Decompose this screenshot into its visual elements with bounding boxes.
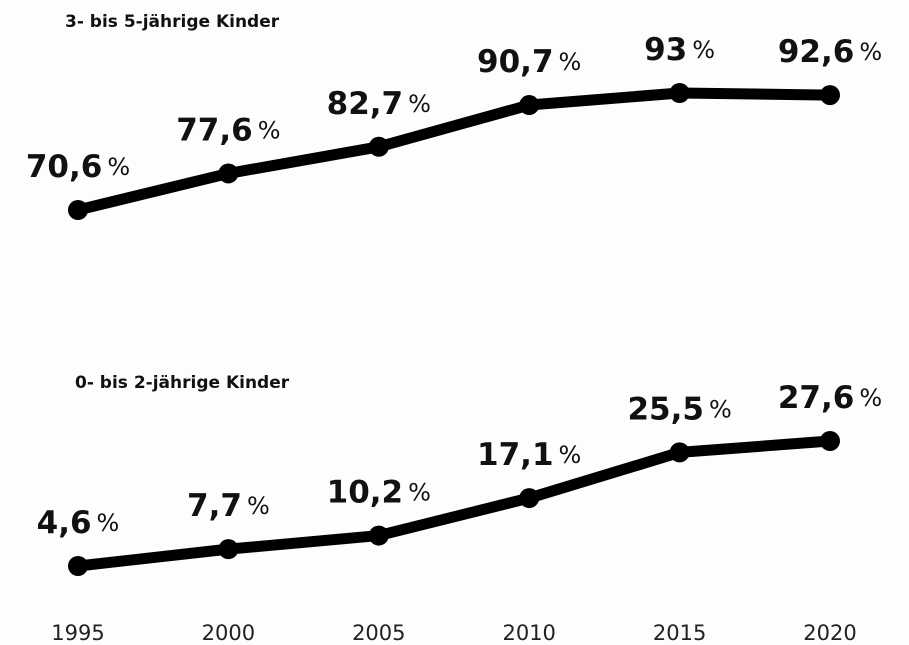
- data-label: 17,1%: [477, 437, 581, 473]
- data-label: 77,6%: [176, 112, 280, 148]
- data-label: 70,6%: [26, 149, 130, 185]
- data-label-value: 17,1: [477, 437, 554, 473]
- data-label-unit: %: [559, 441, 582, 469]
- data-label-value: 82,7: [327, 85, 404, 121]
- point: [519, 488, 539, 508]
- point: [68, 556, 88, 576]
- point: [218, 163, 238, 183]
- data-label-unit: %: [692, 36, 715, 64]
- x-tick-label: 1995: [51, 621, 104, 645]
- x-tick-label: 2000: [202, 621, 255, 645]
- data-label: 93%: [644, 32, 715, 68]
- data-label-value: 7,7: [187, 488, 242, 524]
- data-label-value: 27,6: [778, 380, 855, 416]
- data-label-value: 77,6: [176, 112, 253, 148]
- data-label-value: 4,6: [37, 505, 92, 541]
- point: [519, 95, 539, 115]
- chart: 1995 2000 2005 2010 2015 2020 3- bis 5-jährige…: [0, 0, 909, 645]
- data-label-value: 70,6: [26, 149, 103, 185]
- data-label: 90,7%: [477, 44, 581, 80]
- data-label: 82,7%: [327, 85, 431, 121]
- x-tick-label: 2020: [803, 621, 856, 645]
- data-label-unit: %: [709, 395, 732, 423]
- data-label-unit: %: [859, 38, 882, 66]
- point: [218, 539, 238, 559]
- series-title: 3- bis 5-jährige Kinder: [65, 12, 280, 32]
- point: [670, 83, 690, 103]
- data-label: 10,2%: [327, 474, 431, 510]
- data-label-unit: %: [247, 492, 270, 520]
- x-tick-label: 2005: [352, 621, 405, 645]
- data-label: 92,6%: [778, 34, 882, 70]
- data-label: 7,7%: [187, 488, 270, 524]
- data-label-unit: %: [408, 90, 431, 118]
- point: [369, 137, 389, 157]
- point: [670, 442, 690, 462]
- data-label-unit: %: [258, 116, 281, 144]
- data-label-unit: %: [97, 509, 120, 537]
- point: [369, 526, 389, 546]
- data-label: 27,6%: [778, 380, 882, 416]
- point: [820, 431, 840, 451]
- data-label-value: 93: [644, 32, 687, 68]
- x-tick-label: 2015: [653, 621, 706, 645]
- point: [68, 200, 88, 220]
- data-label-unit: %: [408, 479, 431, 507]
- x-tick-label: 2010: [502, 621, 555, 645]
- data-label-unit: %: [107, 153, 130, 181]
- series-title: 0- bis 2-jährige Kinder: [75, 373, 290, 393]
- data-label-unit: %: [859, 384, 882, 412]
- point: [820, 85, 840, 105]
- data-label-value: 10,2: [327, 474, 404, 510]
- data-label-value: 90,7: [477, 44, 554, 80]
- data-label-value: 25,5: [627, 391, 704, 427]
- data-label-value: 92,6: [778, 34, 855, 70]
- data-label: 25,5%: [627, 391, 731, 427]
- data-label: 4,6%: [37, 505, 120, 541]
- data-label-unit: %: [559, 48, 582, 76]
